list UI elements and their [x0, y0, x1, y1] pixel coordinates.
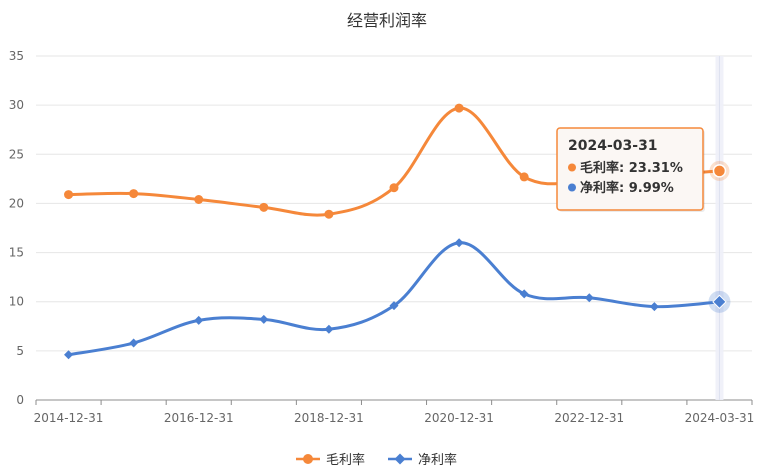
legend: 毛利率 净利率 [296, 452, 457, 468]
data-point[interactable] [259, 202, 269, 212]
data-point[interactable] [129, 189, 139, 199]
data-point[interactable] [64, 350, 74, 360]
y-tick-label: 25 [9, 147, 24, 161]
series-line [68, 241, 720, 357]
legend-marker [394, 453, 406, 465]
y-tick-label: 0 [16, 393, 24, 407]
y-tick-label: 10 [9, 295, 24, 309]
data-point[interactable] [389, 183, 399, 193]
axes: 0 5 10 15 20 25 30 35 2014-12-31 2016-12-31 2018-1… [9, 49, 755, 425]
y-tick-label: 20 [9, 196, 24, 210]
x-tick-label: 2022-12-31 [554, 411, 624, 425]
data-point[interactable] [64, 190, 74, 200]
x-tick-label: 2024-03-31 [685, 411, 755, 425]
data-point[interactable] [324, 209, 334, 219]
legend-label: 净利率 [418, 452, 457, 468]
tooltip: 2024-03-31 毛利率: 23.31% 净利率: 9.99% [556, 127, 705, 212]
x-tick-label: 2014-12-31 [34, 411, 104, 425]
tooltip-marker [568, 163, 576, 172]
y-tick-label: 15 [9, 246, 24, 260]
x-tick-label: 2020-12-31 [424, 411, 494, 425]
y-tick-label: 35 [9, 49, 24, 63]
data-point[interactable] [194, 194, 204, 204]
legend-marker [303, 454, 313, 464]
tooltip-line: 毛利率: 23.31% [580, 160, 683, 176]
data-point[interactable] [454, 238, 464, 248]
data-point[interactable] [259, 314, 269, 324]
legend-item-0[interactable]: 毛利率 [296, 452, 365, 468]
y-tick-label: 5 [16, 344, 24, 358]
legend-item-1[interactable]: 净利率 [388, 452, 457, 468]
tooltip-marker [568, 183, 576, 192]
tooltip-line: 净利率: 9.99% [580, 180, 674, 196]
data-point[interactable] [194, 315, 204, 325]
data-point[interactable] [389, 301, 399, 311]
data-point[interactable] [324, 324, 334, 334]
x-tick-label: 2018-12-31 [294, 411, 364, 425]
hover-band [715, 56, 724, 400]
data-point[interactable] [454, 103, 464, 113]
series-1 [64, 238, 731, 360]
chart-title: 经营利润率 [347, 11, 427, 30]
legend-label: 毛利率 [326, 452, 365, 468]
grid-lines [36, 55, 752, 352]
data-point[interactable] [519, 289, 529, 299]
y-tick-label: 30 [9, 98, 24, 112]
data-point[interactable] [712, 164, 727, 178]
data-point[interactable] [712, 294, 727, 310]
data-point[interactable] [519, 172, 529, 182]
data-point[interactable] [129, 338, 139, 348]
x-tick-label: 2016-12-31 [164, 411, 234, 425]
tooltip-title: 2024-03-31 [568, 138, 658, 154]
tooltip-box [556, 127, 704, 211]
data-point[interactable] [649, 302, 659, 312]
data-point[interactable] [584, 293, 594, 303]
